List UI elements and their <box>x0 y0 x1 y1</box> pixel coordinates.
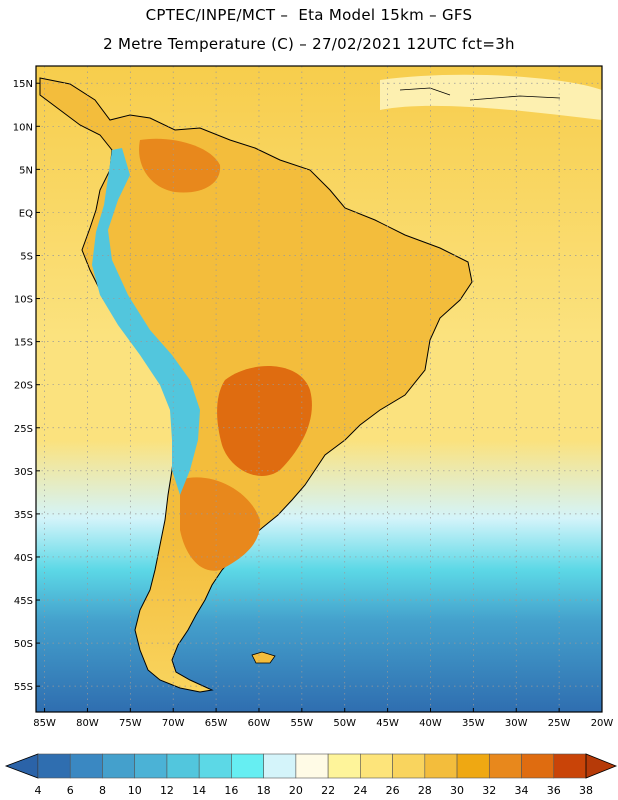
colorbar-label-24: 24 <box>353 784 367 797</box>
colorbar-swatch <box>488 753 522 779</box>
lat-label-30s: 30S <box>14 467 33 478</box>
colorbar-label-10: 10 <box>128 784 142 797</box>
colorbar-swatch <box>231 753 264 779</box>
lat-label-55s: 55S <box>14 682 33 693</box>
lon-label-40w: 40W <box>419 718 442 729</box>
lon-label-65w: 65W <box>205 718 228 729</box>
colorbar-label-28: 28 <box>418 784 432 797</box>
colorbar-label-26: 26 <box>386 784 400 797</box>
map-frame <box>35 65 603 713</box>
colorbar-swatch <box>295 753 329 779</box>
hot-north-region <box>139 138 221 193</box>
colorbar-label-16: 16 <box>224 784 238 797</box>
lat-label-15n: 15N <box>13 79 33 90</box>
lat-label-20s: 20S <box>14 381 33 392</box>
pale-ocean-band <box>380 74 602 120</box>
lon-label-20w: 20W <box>591 718 614 729</box>
colorbar-swatch <box>198 753 232 779</box>
lon-label-30w: 30W <box>505 718 528 729</box>
falkland-islands <box>251 651 276 664</box>
lon-label-70w: 70W <box>162 718 185 729</box>
colorbar-swatch <box>37 753 71 779</box>
map-area <box>36 66 602 712</box>
colorbar-swatch <box>166 753 200 779</box>
colorbar-swatch <box>263 753 297 779</box>
colorbar-label-32: 32 <box>482 784 496 797</box>
latitude-labels: 15N 10N 5N EQ 5S 10S 15S 20S 25S 30S 35S 40S 45S 50S 5… <box>13 79 40 693</box>
colorbar-swatch <box>102 753 136 779</box>
colorbar-label-38: 38 <box>579 784 593 797</box>
lat-label-5s: 5S <box>20 251 33 262</box>
colorbar-label-22: 22 <box>321 784 335 797</box>
colorbar-label-30: 30 <box>450 784 464 797</box>
colorbar-label-6: 6 <box>67 784 74 797</box>
title-line-1: CPTEC/INPE/MCT – Eta Model 15km – GFS <box>145 6 473 24</box>
colorbar-label-18: 18 <box>257 784 271 797</box>
lat-label-50s: 50S <box>14 639 33 650</box>
colorbar-swatch <box>553 753 587 779</box>
colorbar-swatch <box>424 753 458 779</box>
lon-label-25w: 25W <box>548 718 571 729</box>
lat-label-35s: 35S <box>14 510 33 521</box>
graticule <box>36 66 602 712</box>
colorbar-swatch <box>69 753 103 779</box>
colorbar-label-8: 8 <box>99 784 106 797</box>
lon-label-35w: 35W <box>462 718 485 729</box>
colorbar-label-14: 14 <box>192 784 206 797</box>
lon-label-45w: 45W <box>376 718 399 729</box>
colorbar-swatch <box>521 753 555 779</box>
lon-label-80w: 80W <box>76 718 99 729</box>
colorbar: 4 6 8 10 12 14 16 18 20 22 24 26 28 30 32 34 36 38 <box>4 753 618 797</box>
longitude-labels: 85W 80W 75W 70W 65W 60W 55W 50W 45W 40W 35W 30W 25W 2… <box>33 708 613 729</box>
lat-label-5n: 5N <box>19 165 33 176</box>
lon-label-55w: 55W <box>291 718 314 729</box>
lat-label-10s: 10S <box>14 295 33 306</box>
colorbar-label-34: 34 <box>515 784 529 797</box>
hot-chaco-region <box>217 366 312 476</box>
colorbar-label-12: 12 <box>160 784 174 797</box>
colorbar-high-arrow <box>585 753 618 779</box>
colorbar-swatch <box>360 753 393 779</box>
lat-label-45s: 45S <box>14 596 33 607</box>
lat-label-25s: 25S <box>14 424 33 435</box>
lon-label-60w: 60W <box>248 718 271 729</box>
hot-patagonia-region <box>180 477 261 571</box>
colorbar-swatch <box>327 753 361 779</box>
colorbar-label-36: 36 <box>547 784 561 797</box>
title-line-2: 2 Metre Temperature (C) – 27/02/2021 12U… <box>103 35 515 53</box>
colorbar-swatch <box>456 753 490 779</box>
colorbar-low-arrow <box>4 753 39 779</box>
lat-label-10n: 10N <box>13 122 33 133</box>
colorbar-swatch <box>134 753 168 779</box>
lon-label-85w: 85W <box>33 718 56 729</box>
caribbean-islands <box>399 87 561 101</box>
lat-label-40s: 40S <box>14 553 33 564</box>
lon-label-50w: 50W <box>333 718 356 729</box>
colorbar-label-4: 4 <box>35 784 42 797</box>
colorbar-swatch <box>392 753 426 779</box>
colorbar-label-20: 20 <box>289 784 303 797</box>
lon-label-75w: 75W <box>119 718 142 729</box>
lat-label-eq: EQ <box>19 208 33 219</box>
lat-label-15s: 15S <box>14 338 33 349</box>
